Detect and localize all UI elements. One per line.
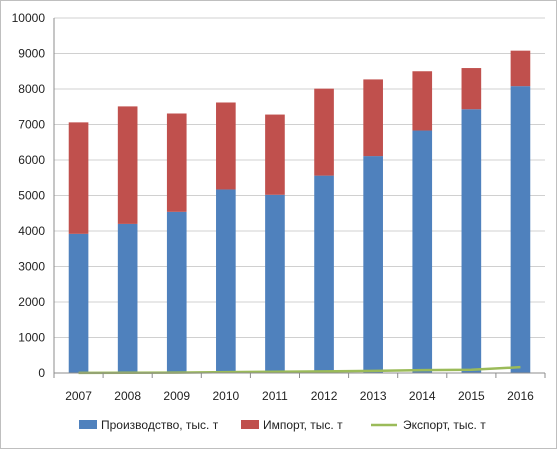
bar-import-2016	[510, 50, 531, 87]
x-axis: 2007 2008 2009 2010 2011 2012 2013 2014 2015 2016	[53, 372, 546, 403]
bar-import-2009	[166, 113, 187, 212]
y-tick-label: 3000	[18, 260, 45, 274]
x-tick-label: 2013	[360, 389, 387, 403]
y-tick-label: 9000	[18, 47, 45, 61]
bar-import-2007	[68, 122, 89, 234]
y-tick-label: 10000	[12, 11, 46, 25]
bar-production-2014	[412, 130, 433, 373]
legend-swatch-import	[241, 420, 259, 429]
y-tick-label: 5000	[18, 189, 45, 203]
y-tick-label: 7000	[18, 118, 45, 132]
bar-import-2013	[363, 79, 383, 157]
bar-import-2008	[117, 106, 138, 224]
legend-swatch-production	[79, 420, 97, 429]
export-line-layer	[78, 365, 521, 375]
bar-production-2012	[314, 175, 334, 373]
y-tick-label: 4000	[18, 224, 45, 238]
bar-production-2011	[265, 194, 285, 373]
x-tick-label: 2007	[65, 389, 92, 403]
x-tick-label: 2015	[458, 389, 485, 403]
bar-import-2012	[314, 88, 334, 176]
x-tick-label: 2010	[212, 389, 239, 403]
bar-production-2015	[461, 109, 482, 374]
bars	[68, 50, 531, 374]
y-tick-label: 6000	[18, 153, 45, 167]
bar-production-2016	[510, 86, 531, 373]
y-tick-label: 2000	[18, 295, 45, 309]
x-tick-label: 2009	[163, 389, 190, 403]
bar-production-2008	[117, 223, 138, 373]
legend-label-production: Производство, тыс. т	[101, 418, 219, 432]
x-tick-label: 2012	[311, 389, 338, 403]
x-tick-label: 2008	[114, 389, 141, 403]
x-tick-label: 2011	[262, 389, 288, 403]
export-line	[78, 365, 521, 375]
bar-production-2013	[363, 156, 383, 373]
legend-label-import: Импорт, тыс. т	[263, 418, 343, 432]
y-tick-label: 1000	[18, 331, 45, 345]
bar-import-2011	[265, 114, 285, 195]
y-tick-label: 8000	[18, 82, 45, 96]
bar-production-2010	[216, 189, 236, 373]
y-tick-label: 0	[38, 366, 45, 380]
legend-label-export: Экспорт, тыс. т	[403, 418, 486, 432]
x-tick-label: 2016	[507, 389, 534, 403]
bar-import-2014	[412, 71, 433, 131]
bar-import-2015	[461, 68, 482, 110]
bar-production-2009	[166, 211, 187, 373]
bar-import-2010	[216, 102, 236, 190]
legend: Производство, тыс. т Импорт, тыс. т Экспор…	[79, 418, 486, 432]
x-tick-label: 2014	[409, 389, 436, 403]
y-axis: 0 1000 2000 3000 4000 5000 6000 7000 8000 9000 100…	[12, 11, 55, 380]
bar-production-2007	[68, 233, 89, 373]
